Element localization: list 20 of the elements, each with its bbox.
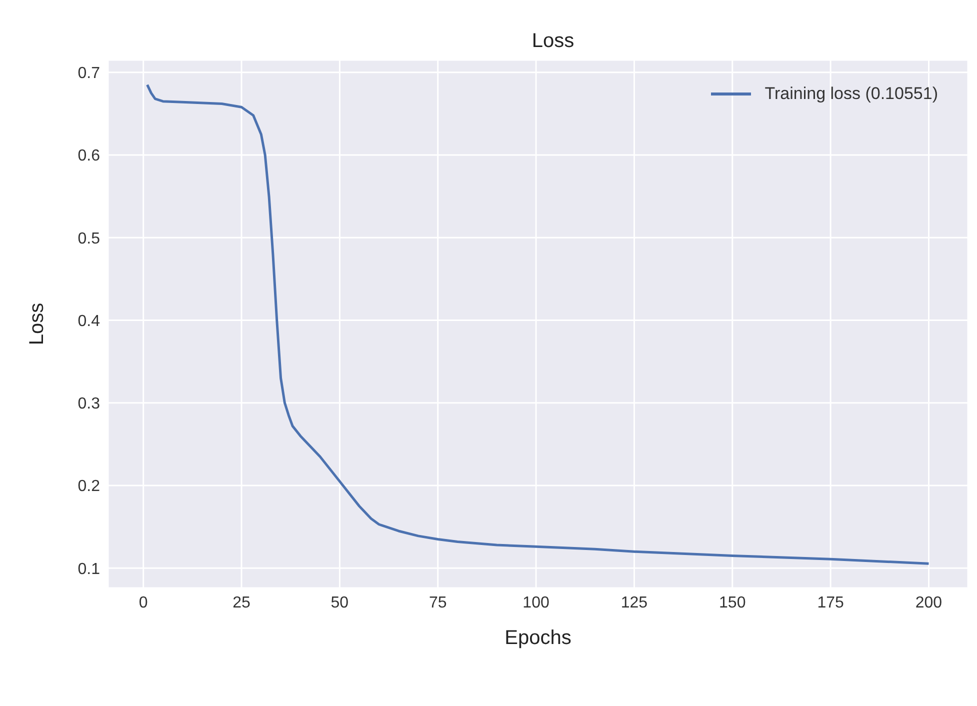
y-tick-label: 0.7 (78, 65, 100, 82)
y-tick-label: 0.5 (78, 230, 100, 248)
x-tick-label: 25 (232, 594, 251, 612)
x-tick-label: 150 (719, 594, 746, 612)
y-tick-label: 0.6 (78, 148, 100, 165)
legend-label: Training loss (0.10551) (764, 84, 938, 104)
x-tick-label: 200 (915, 594, 942, 612)
x-tick-label: 50 (330, 594, 349, 612)
x-tick-label: 175 (817, 594, 844, 612)
x-tick-label: 0 (138, 594, 148, 612)
x-tick-label: 75 (428, 594, 447, 612)
y-tick-label: 0.1 (78, 560, 100, 578)
y-tick-label: 0.3 (78, 396, 100, 413)
x-tick-label: 100 (522, 594, 550, 612)
chart-title: Loss (530, 30, 576, 53)
y-axis-title: Loss (26, 302, 48, 346)
x-tick-label: 125 (620, 594, 648, 612)
y-tick-label: 0.4 (78, 312, 100, 330)
y-tick-label: 0.2 (78, 478, 100, 496)
x-axis-title: Epochs (504, 627, 572, 649)
